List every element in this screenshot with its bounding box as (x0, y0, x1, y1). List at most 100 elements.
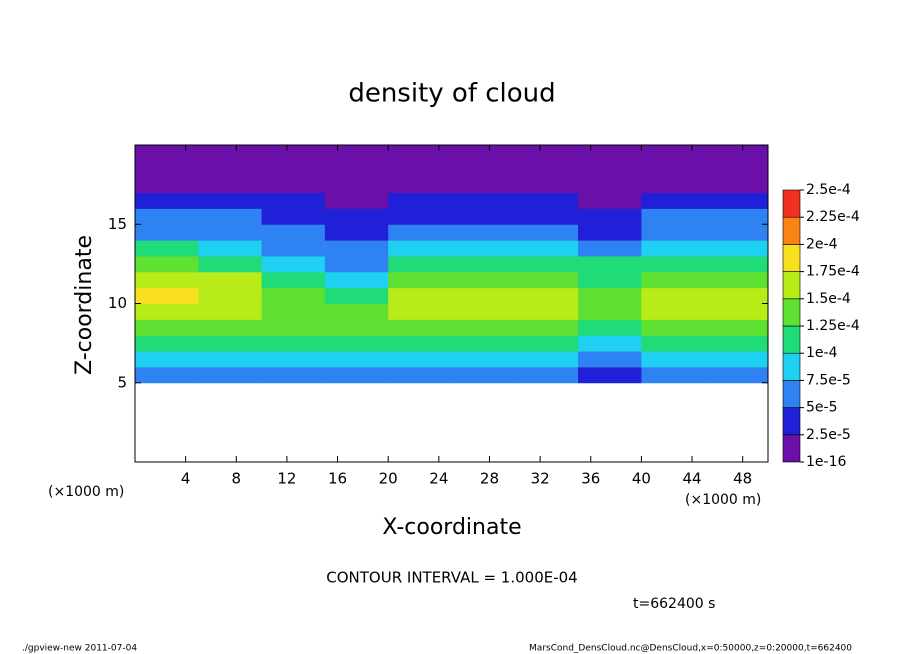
field-cell (704, 145, 768, 162)
field-cell (641, 208, 706, 225)
colorbar-swatch (782, 271, 801, 300)
field-cell (135, 224, 199, 241)
field-cell (324, 145, 389, 162)
field-cell (261, 351, 326, 368)
field-cell (641, 303, 706, 320)
field-cell (198, 303, 263, 320)
field-cell (451, 319, 516, 336)
field-cell (388, 176, 452, 194)
field-cell (451, 303, 516, 320)
colorbar-label: 2.5e-5 (806, 427, 851, 443)
colorbar-swatch (782, 216, 801, 245)
colorbar-label: 1.5e-4 (806, 291, 851, 307)
colorbar-label: 2.5e-4 (806, 182, 851, 198)
field-cell (261, 224, 326, 241)
x-axis-label: X-coordinate (382, 515, 521, 540)
x-tick-label: 48 (733, 470, 752, 488)
field-cell (388, 351, 452, 368)
field-cell (578, 160, 642, 178)
field-cell (388, 271, 452, 289)
field-cell (388, 145, 452, 162)
y-tick-label: 15 (108, 215, 127, 233)
field-cell (198, 319, 263, 336)
field-cell (198, 240, 263, 257)
field-cell (388, 160, 452, 178)
field-cell (135, 208, 199, 225)
field-cell (135, 319, 199, 336)
field-cell (641, 192, 706, 209)
field-cell (641, 335, 706, 352)
field-cell (261, 366, 326, 384)
field-cell (704, 287, 768, 304)
field-cell (198, 160, 263, 178)
field-cell (198, 176, 263, 194)
field-cell (704, 208, 768, 225)
colorbar-swatch (782, 407, 801, 436)
field-cell (514, 366, 579, 384)
field-cell (451, 176, 516, 194)
field-cell (578, 271, 642, 289)
field-cell (641, 366, 706, 384)
field-cell (641, 160, 706, 178)
field-cell (198, 208, 263, 225)
field-cell (704, 160, 768, 178)
field-cell (135, 176, 199, 194)
colorbar-swatch (782, 189, 801, 218)
field-cell (514, 240, 579, 257)
field-cell (451, 255, 516, 273)
field-cell (324, 271, 389, 289)
field-cell (641, 271, 706, 289)
field-cell (514, 192, 579, 209)
footer-right: MarsCond_DensCloud.nc@DensCloud,x=0:5000… (529, 644, 852, 654)
field-cell (451, 271, 516, 289)
field-cell (641, 145, 706, 162)
field-cell (514, 160, 579, 178)
field-cell (261, 287, 326, 304)
field-cell (261, 176, 326, 194)
field-cell (514, 176, 579, 194)
colorbar-swatch (782, 244, 801, 272)
colorbar-swatch (782, 352, 801, 381)
colorbar-label: 2e-4 (806, 236, 838, 252)
footer-left: ./gpview-new 2011-07-04 (22, 644, 137, 654)
field-cell (578, 176, 642, 194)
field-cell (641, 255, 706, 273)
x-tick-label: 24 (429, 470, 448, 488)
colorbar-label: 2.25e-4 (806, 209, 860, 225)
field-cell (514, 145, 579, 162)
field-cell (388, 335, 452, 352)
field-cell (198, 366, 263, 384)
field-cell (704, 319, 768, 336)
field-cell (388, 208, 452, 225)
field-cell (261, 255, 326, 273)
x-tick-label: 4 (181, 470, 191, 488)
field-cell (388, 240, 452, 257)
field-cell (704, 176, 768, 194)
field-cell (641, 176, 706, 194)
x-tick-label: 8 (232, 470, 242, 488)
time-label: t=662400 s (633, 596, 715, 612)
field-cell (514, 303, 579, 320)
field-cell (324, 160, 389, 178)
field-cell (324, 303, 389, 320)
field-cell (578, 303, 642, 320)
field-cell (324, 287, 389, 304)
field-cell (198, 145, 263, 162)
x-tick-label: 32 (531, 470, 550, 488)
field-cell (198, 224, 263, 241)
field-cell (261, 145, 326, 162)
x-tick-label: 20 (379, 470, 398, 488)
contour-interval: CONTOUR INTERVAL = 1.000E-04 (326, 569, 577, 587)
field-cell (135, 351, 199, 368)
field-cell (198, 335, 263, 352)
field-cell (451, 351, 516, 368)
field-cell (641, 287, 706, 304)
colorbar-swatch (782, 298, 801, 327)
field-cell (198, 192, 263, 209)
field-cell (451, 160, 516, 178)
field-cell (641, 240, 706, 257)
x-unit-label: (×1000 m) (685, 492, 761, 508)
field-cell (704, 351, 768, 368)
field-cell (135, 335, 199, 352)
field-cell (451, 366, 516, 384)
